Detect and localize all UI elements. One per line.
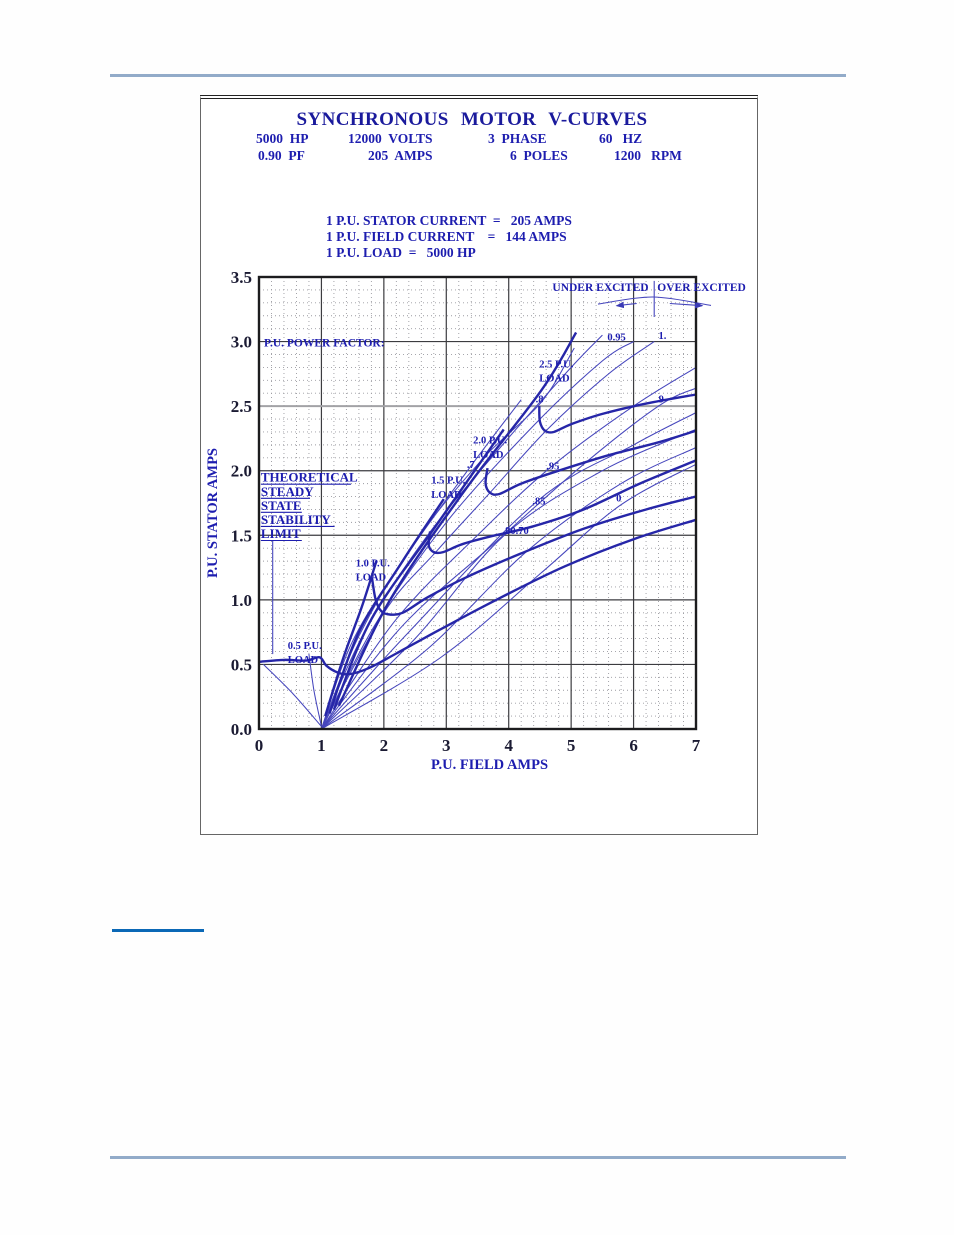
chart-annotation: P.U. POWER FACTOR: <box>264 338 385 350</box>
chart-annotation: .9 <box>656 394 664 405</box>
pf-0.85-overexcited-line <box>321 412 697 730</box>
pu-field-current-line: 1 P.U. FIELD CURRENT = 144 AMPS <box>326 229 567 244</box>
x-tick-label: 3 <box>442 736 451 755</box>
x-axis-title: P.U. FIELD AMPS <box>431 757 548 773</box>
load-2.5-pu-steep-curve <box>337 331 578 707</box>
x-tick-label: 4 <box>504 736 513 755</box>
pf-0-underexcited-line <box>263 664 322 727</box>
spec-hz: 60 HZ <box>599 131 643 146</box>
vcurve-figure-box: SYNCHRONOUS MOTOR V-CURVES 5000 HP 12000… <box>200 95 758 835</box>
v-curves-chart: UNDER EXCITED OVER EXCITED P.U. POWER FACT… <box>205 268 746 773</box>
chart-annotation: LOAD <box>473 450 504 461</box>
chart-annotation: STABILITY <box>261 512 331 527</box>
load-1.0-pu-steep-curve <box>324 560 378 717</box>
pf-0-overexcited-line <box>321 463 697 730</box>
chart-annotation: .70 <box>516 526 529 537</box>
load-2.0-pu-steep-curve <box>332 428 505 711</box>
spec-poles: 6 POLES <box>510 148 568 163</box>
chart-annotation: UNDER EXCITED <box>552 282 648 294</box>
page-header-rule <box>110 74 846 77</box>
chart-annotation: LOAD <box>356 573 387 584</box>
chart-annotation: LOAD <box>431 490 462 501</box>
x-tick-label: 2 <box>380 736 389 755</box>
page-footer-rule <box>110 1156 846 1159</box>
spec-hp: 5000 HP <box>256 131 309 146</box>
y-tick-label: 3.5 <box>231 268 252 287</box>
load-1.5-pu-steep-curve <box>328 498 445 714</box>
y-tick-label: 1.0 <box>231 591 252 610</box>
chart-annotation: OVER EXCITED <box>657 282 746 294</box>
chart-annotation: .8 <box>536 394 544 405</box>
chart-annotation: STATE <box>261 498 302 513</box>
chart-annotation: THEORETICAL <box>261 470 358 485</box>
spec-rpm: 1200 RPM <box>614 148 682 163</box>
overexcited-arrow <box>669 301 704 309</box>
pf-0.95-underexcited-line <box>320 341 634 730</box>
x-tick-label: 0 <box>255 736 264 755</box>
chart-annotation: 2.5 P.U. <box>539 359 573 370</box>
spec-pf: 0.90 PF <box>258 148 305 163</box>
pu-load-line: 1 P.U. LOAD = 5000 HP <box>326 245 476 260</box>
chart-annotation: LOAD <box>288 655 319 666</box>
plot-frame <box>257 275 698 731</box>
underexcited-arrow <box>615 301 637 309</box>
y-tick-label: 2.0 <box>231 462 252 481</box>
chart-annotation: .95 <box>546 461 559 472</box>
chart-annotation: 2.0 P.U. <box>473 436 507 447</box>
pf-near-vertical-line <box>308 654 322 727</box>
pf-0.8-overexcited-line <box>321 428 697 730</box>
pf-0.7-overexcited-line <box>321 447 697 730</box>
x-tick-label: 5 <box>567 736 576 755</box>
load-1.5-pu-curve <box>427 459 697 555</box>
pu-stator-current-line: 1 P.U. STATOR CURRENT = 205 AMPS <box>326 213 572 228</box>
chart-annotation: 1. <box>659 331 667 342</box>
x-tick-label: 1 <box>317 736 326 755</box>
chart-title: SYNCHRONOUS MOTOR V-CURVES <box>296 109 648 130</box>
y-axis-title: P.U. STATOR AMPS <box>205 448 221 578</box>
spec-phase: 3 PHASE <box>488 131 547 146</box>
footnote-link-rule[interactable] <box>112 929 204 932</box>
chart-annotation: 0.95 <box>607 332 625 343</box>
x-tick-label: 7 <box>692 736 701 755</box>
y-tick-label: 2.5 <box>231 397 252 416</box>
chart-annotation: LIMIT <box>261 526 301 541</box>
y-tick-label: 0.5 <box>231 655 252 674</box>
chart-annotation: 0 <box>616 494 621 505</box>
y-tick-label: 1.5 <box>231 526 252 545</box>
load-2.5-pu-curve <box>538 393 697 434</box>
chart-annotation: LOAD <box>539 374 570 385</box>
chart-annotation: 1.0 P.U. <box>356 558 390 569</box>
x-tick-label: 6 <box>629 736 638 755</box>
load-0.5-pu-curve <box>258 518 697 676</box>
chart-annotation: .7 <box>467 460 475 471</box>
spec-volts: 12000 VOLTS <box>348 131 433 146</box>
chart-annotation: 1.5 P.U. <box>431 476 465 487</box>
spec-amps: 205 AMPS <box>368 148 433 163</box>
chart-annotation: .80 <box>503 526 516 537</box>
chart-annotation: STEADY <box>261 484 314 499</box>
chart-annotation: 0.5 P.U. <box>288 641 322 652</box>
y-tick-label: 0.0 <box>231 720 252 739</box>
pf-0.9-overexcited-line <box>320 387 697 730</box>
chart-annotation: .85 <box>532 496 545 507</box>
load-2.0-pu-curve <box>484 429 697 496</box>
y-tick-label: 3.0 <box>231 333 252 352</box>
